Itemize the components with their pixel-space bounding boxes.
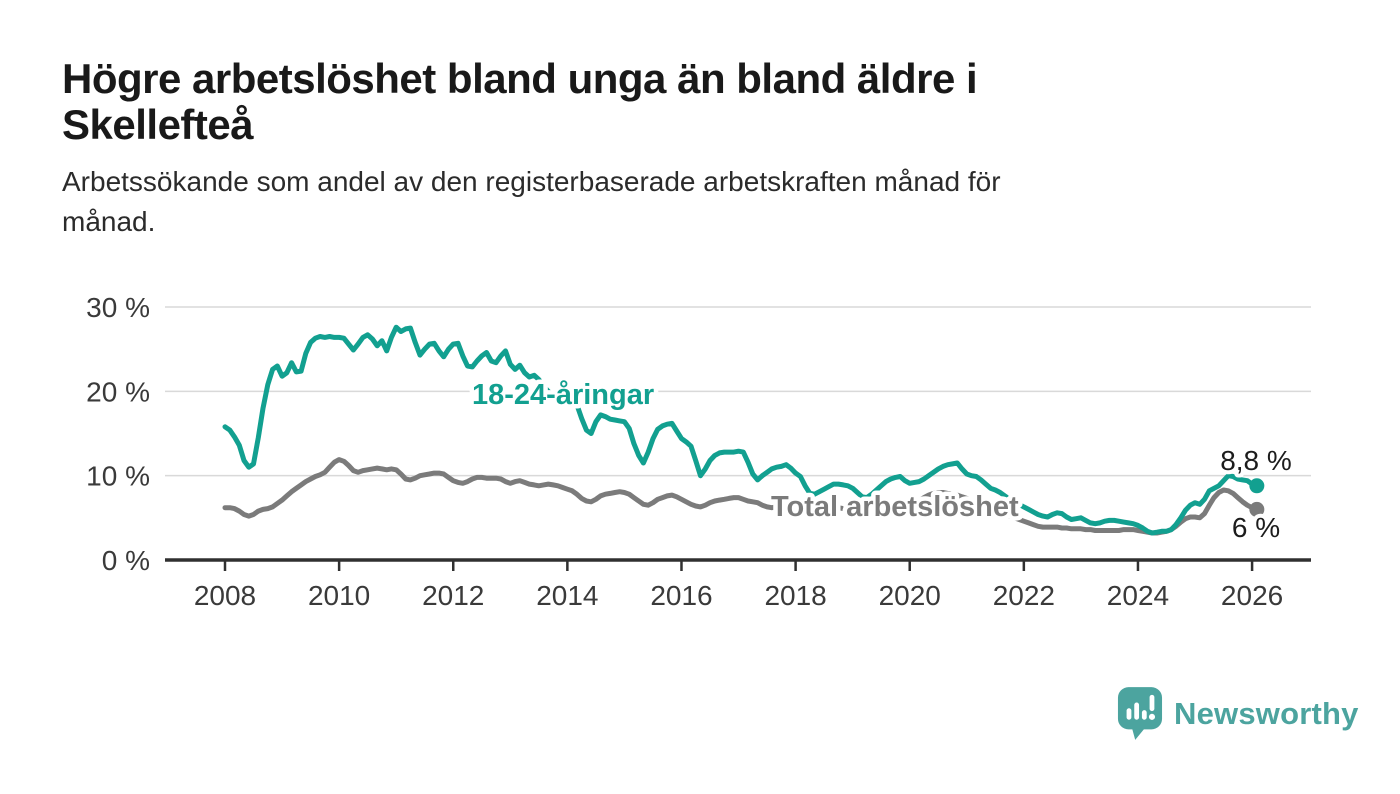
brand-text: Newsworthy xyxy=(1174,696,1359,731)
series-label-youth: 18-24-åringar xyxy=(472,379,654,411)
end-dot-youth xyxy=(1249,478,1265,494)
x-tick-label: 2022 xyxy=(993,580,1055,611)
x-tick-label: 2026 xyxy=(1221,580,1283,611)
series-line-youth xyxy=(222,324,1260,536)
x-tick-label: 2024 xyxy=(1107,580,1169,611)
x-tick-label: 2018 xyxy=(764,580,826,611)
end-value-label-youth: 8,8 % xyxy=(1220,445,1292,476)
newsworthy-brand: Newsworthy xyxy=(1117,686,1359,742)
x-tick-label: 2014 xyxy=(536,580,598,611)
newsworthy-logo-icon xyxy=(1117,687,1163,740)
x-tick-label: 2010 xyxy=(308,580,370,611)
logo-exclamation-bar xyxy=(1149,694,1155,712)
x-tick-label: 2020 xyxy=(879,580,941,611)
y-axis-label: 10 % xyxy=(86,461,150,492)
end-dot-total xyxy=(1249,501,1265,517)
logo-bar-2 xyxy=(1134,702,1140,720)
x-tick-label: 2012 xyxy=(422,580,484,611)
series-label-total: Total arbetslöshet xyxy=(771,491,1019,523)
x-tick-label: 2016 xyxy=(650,580,712,611)
x-tick-label: 2008 xyxy=(194,580,256,611)
page-subtitle: Arbetssökande som andel av den registerb… xyxy=(62,166,1001,237)
logo-exclamation-dot xyxy=(1148,713,1156,720)
y-axis-label: 0 % xyxy=(102,545,150,576)
end-value-label-total: 6 % xyxy=(1232,512,1280,543)
series-line-total xyxy=(222,457,1260,536)
logo-bubble xyxy=(1117,687,1163,740)
y-axis-label: 20 % xyxy=(86,376,150,407)
chart-header: Högre arbetslöshet bland unga än bland ä… xyxy=(62,56,1262,242)
logo-bar-3 xyxy=(1141,710,1147,720)
logo-bar-1 xyxy=(1126,708,1132,720)
y-axis-label: 30 % xyxy=(86,292,150,323)
page-title: Högre arbetslöshet bland unga än bland ä… xyxy=(62,55,978,148)
